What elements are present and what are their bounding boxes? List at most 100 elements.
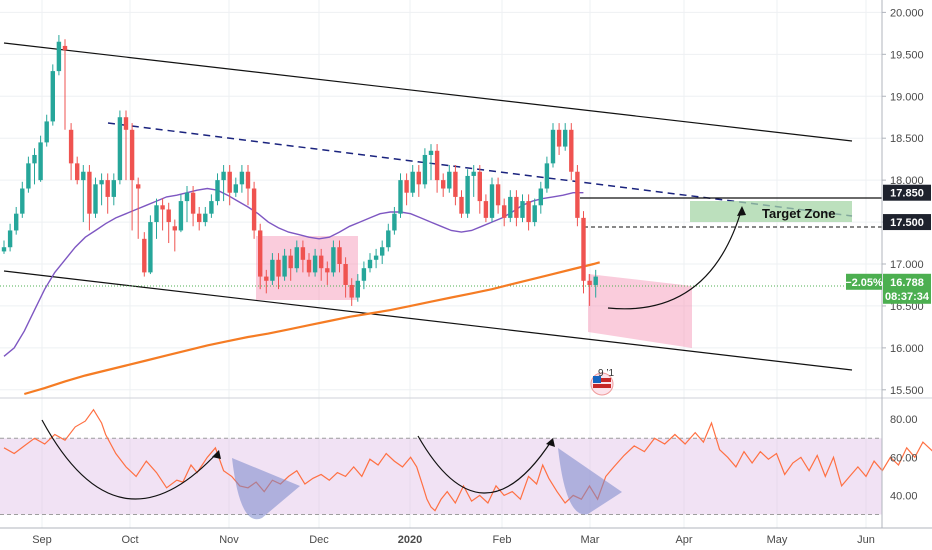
candle-body[interactable] — [502, 205, 507, 218]
candle-body[interactable] — [251, 188, 257, 231]
candle-body[interactable] — [453, 171, 458, 197]
candle-body[interactable] — [68, 129, 74, 164]
candle-body[interactable] — [367, 259, 373, 269]
candle-body[interactable] — [99, 180, 104, 185]
candle-body[interactable] — [62, 45, 68, 51]
candle-body[interactable] — [282, 255, 287, 277]
rsi-line[interactable] — [3, 408, 932, 513]
candle-body[interactable] — [221, 171, 226, 181]
channel-upper-line[interactable] — [3, 42, 853, 142]
candle-body[interactable] — [416, 171, 421, 185]
moving-average-line[interactable] — [23, 261, 600, 396]
moving-average-line[interactable] — [3, 187, 584, 357]
candle-body[interactable] — [87, 171, 92, 214]
candle-body[interactable] — [489, 184, 495, 218]
candle-body[interactable] — [373, 255, 379, 260]
candle-body[interactable] — [514, 196, 519, 218]
candle-body[interactable] — [38, 142, 43, 181]
candle-body[interactable] — [355, 280, 360, 298]
candle-body[interactable] — [361, 268, 367, 281]
candle-body[interactable] — [20, 188, 25, 214]
candle-body[interactable] — [129, 129, 135, 181]
candle-body[interactable] — [337, 247, 342, 264]
candle-body[interactable] — [123, 117, 129, 130]
candle-body[interactable] — [1, 247, 7, 252]
rsi-wedge-1[interactable] — [232, 458, 300, 520]
candle-body[interactable] — [508, 196, 513, 218]
candle-body[interactable] — [93, 184, 98, 214]
candle-body[interactable] — [386, 230, 391, 248]
candle-body[interactable] — [215, 180, 220, 202]
candle-body[interactable] — [239, 171, 245, 185]
candle-body[interactable] — [142, 238, 147, 273]
candle-body[interactable] — [428, 150, 434, 155]
candle-body[interactable] — [160, 205, 165, 210]
candle-body[interactable] — [111, 180, 116, 197]
candle-body[interactable] — [294, 247, 299, 269]
candle-body[interactable] — [44, 121, 49, 143]
candle-body[interactable] — [264, 276, 269, 281]
projection-arrow[interactable] — [607, 207, 743, 310]
candle-body[interactable] — [136, 184, 141, 189]
candle-body[interactable] — [227, 171, 232, 193]
candle-body[interactable] — [544, 163, 550, 189]
candle-body[interactable] — [526, 201, 531, 223]
candle-body[interactable] — [532, 205, 537, 223]
candle-body[interactable] — [569, 129, 574, 172]
candle-body[interactable] — [593, 276, 598, 285]
rsi-wedge-2[interactable] — [558, 448, 622, 515]
candle-body[interactable] — [245, 171, 251, 189]
channel-lower-line[interactable] — [3, 270, 853, 371]
candle-body[interactable] — [422, 154, 428, 185]
candle-body[interactable] — [459, 196, 464, 214]
rsi-arc-2[interactable] — [417, 435, 553, 494]
candle-body[interactable] — [575, 171, 580, 218]
candle-body[interactable] — [270, 259, 275, 281]
candle-body[interactable] — [538, 188, 543, 206]
candle-body[interactable] — [306, 259, 312, 273]
candle-body[interactable] — [148, 222, 153, 273]
target-zone-box[interactable] — [690, 201, 852, 222]
candle-body[interactable] — [392, 213, 397, 231]
candle-body[interactable] — [276, 259, 281, 277]
candle-body[interactable] — [154, 205, 159, 223]
candle-body[interactable] — [26, 163, 31, 189]
candle-body[interactable] — [233, 184, 238, 193]
candle-body[interactable] — [410, 171, 415, 193]
candle-body[interactable] — [550, 129, 556, 164]
candle-body[interactable] — [312, 255, 318, 273]
candle-body[interactable] — [495, 184, 501, 206]
candle-body[interactable] — [398, 180, 403, 214]
candle-body[interactable] — [465, 175, 470, 214]
candle-body[interactable] — [581, 217, 586, 281]
candle-body[interactable] — [209, 201, 214, 214]
candle-body[interactable] — [471, 171, 476, 176]
candle-body[interactable] — [56, 41, 62, 72]
candle-body[interactable] — [258, 230, 263, 277]
candle-body[interactable] — [587, 280, 592, 285]
candle-body[interactable] — [7, 230, 13, 248]
candle-body[interactable] — [434, 150, 440, 181]
candle-body[interactable] — [520, 201, 525, 218]
candle-body[interactable] — [556, 129, 562, 147]
candle-body[interactable] — [319, 255, 324, 269]
candle-body[interactable] — [117, 117, 123, 181]
candle-body[interactable] — [300, 247, 306, 260]
candle-body[interactable] — [197, 213, 202, 223]
candle-body[interactable] — [190, 192, 196, 214]
candle-body[interactable] — [477, 171, 482, 202]
candle-body[interactable] — [172, 226, 177, 231]
candle-body[interactable] — [105, 180, 110, 197]
candle-body[interactable] — [178, 201, 184, 231]
candle-body[interactable] — [184, 192, 190, 202]
candle-body[interactable] — [166, 209, 171, 223]
candle-body[interactable] — [349, 284, 354, 298]
candle-body[interactable] — [81, 171, 86, 181]
projection-box[interactable] — [588, 274, 692, 348]
candle-body[interactable] — [380, 247, 385, 256]
candle-body[interactable] — [483, 201, 489, 218]
candle-body[interactable] — [447, 171, 452, 189]
candle-body[interactable] — [441, 180, 446, 189]
candle-body[interactable] — [75, 163, 80, 181]
